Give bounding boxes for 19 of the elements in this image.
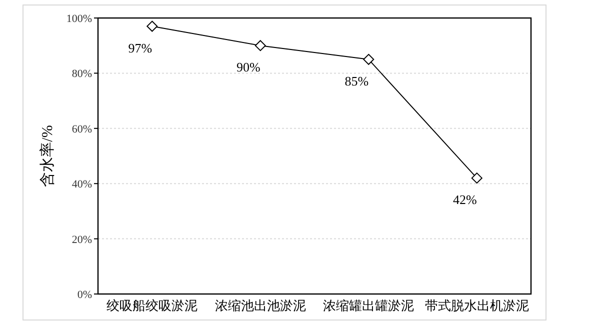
- y-tick-label: 0%: [77, 289, 92, 301]
- data-label: 85%: [344, 73, 369, 88]
- y-tick-label: 60%: [72, 123, 92, 136]
- x-tick-label: 带式脱水出机淤泥: [424, 298, 529, 313]
- point: [146, 20, 158, 32]
- x-tick-label: 浓缩罐出罐淤泥: [323, 298, 414, 313]
- data-label: 42%: [452, 192, 477, 208]
- y-axis-title: 含水率/%: [39, 125, 56, 187]
- x-tick-label: 绞吸船绞吸淤泥: [106, 298, 198, 313]
- y-tick-label: 80%: [72, 68, 92, 80]
- point: [254, 40, 266, 52]
- y-tick-label: 100%: [66, 13, 92, 25]
- point: [363, 54, 374, 65]
- data-label: 97%: [128, 40, 152, 56]
- data-label: 90%: [236, 60, 260, 75]
- y-tick-label: 40%: [72, 178, 92, 191]
- x-tick-label: 浓缩池出池淤泥: [214, 298, 306, 313]
- point: [471, 172, 482, 184]
- y-tick-label: 20%: [72, 234, 92, 246]
